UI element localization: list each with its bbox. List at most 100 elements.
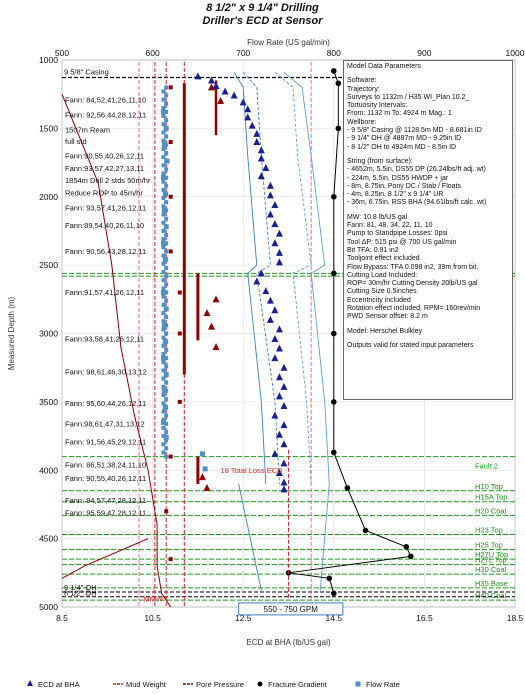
flow-rate-point (164, 118, 169, 123)
fracture-gradient-point (331, 193, 337, 200)
fann-annotation: Fann:93,57,42,27,13,11 (65, 164, 144, 173)
flow-rate-point (161, 138, 166, 143)
flow-rate-point (161, 278, 166, 283)
model-parameter-line: ROP= 30m/hr Cutting Density 20lb/US gal (347, 280, 478, 288)
chart-subtitle: Driller's ECD at Sensor (202, 15, 323, 27)
fann-annotation: Fann:91,57,41,26,12,11 (65, 288, 144, 297)
flow-rate-point (164, 159, 169, 164)
model-parameter-line: Surveys to 1132m / H35 WI_Plan 10.2_ (347, 93, 470, 101)
flow-rate-point (161, 384, 166, 389)
ecd-point (221, 87, 229, 95)
flow-rate-point (161, 212, 166, 217)
flow-rate-point (161, 130, 166, 135)
flow-rate-point (161, 302, 166, 307)
ecd-point (280, 478, 288, 486)
ecd-point (266, 296, 274, 304)
flow-rate-point (161, 163, 166, 168)
formation-top-label: H10 Top (475, 482, 503, 491)
flow-rate-point (199, 451, 205, 457)
flow-rate-point (161, 114, 166, 119)
legend-label: Flow Rate (366, 680, 400, 689)
legend-label: Mud Weight (126, 680, 167, 689)
ream-label: 1507m Ream (65, 125, 110, 134)
model-parameter-line: Model Data Parameters (347, 63, 421, 70)
x-top-tick-label: 600 (146, 48, 160, 58)
fracture-gradient-point (335, 80, 342, 87)
pore-pressure-point (177, 331, 182, 336)
model-parameter-line: Cutting Size 0.5inches (347, 288, 417, 296)
model-parameter-line: Flow Bypass: TFA 0.098 in2, 39m from bit… (347, 263, 479, 271)
flow-rate-point (164, 224, 169, 229)
formation-top-label: H15A Top (475, 493, 507, 502)
pore-pressure-triangle (207, 322, 215, 330)
model-parameter-line: Tortuosity Intervals: (347, 102, 408, 110)
x-bottom-tick-label: 16.5 (416, 613, 433, 623)
flow-rate-point (161, 352, 166, 357)
fann-annotation: Fann:89,54,40,26,11,10 (65, 221, 144, 230)
fracture-gradient-point (331, 270, 337, 277)
formation-top-label: H25 Top (475, 541, 503, 550)
ecd-point (266, 191, 274, 199)
model-parameter-line: Tooljoint effect included (347, 255, 420, 263)
oh-label: 8 1/2" OH (64, 588, 97, 597)
model-parameter-line: - 8m, 8.75in, Pony DC / Stab / Floats (347, 182, 461, 190)
flow-rate-point (164, 356, 169, 361)
ecd-point (271, 354, 279, 362)
flow-rate-point (164, 200, 169, 205)
y-tick-label: 1000 (39, 55, 58, 65)
flow-rate-point (164, 142, 169, 147)
flow-rate-point (164, 372, 169, 377)
total-loss-label: 18 Total Loss ECD (221, 466, 284, 475)
fann-annotation: Fann:90,55,40,26,12,11 (65, 151, 144, 160)
ecd-point (280, 363, 288, 371)
model-curve (233, 72, 267, 484)
y-tick-label: 3500 (39, 397, 58, 407)
flow-rate-point (164, 257, 169, 262)
fracture-gradient-point (335, 125, 342, 132)
ecd-point (253, 129, 261, 137)
pore-pressure-triangle (203, 308, 211, 316)
formation-top-label: H23 Top (475, 526, 503, 535)
flow-rate-point (161, 393, 166, 398)
flow-rate-point (161, 196, 166, 201)
flow-rate-point (164, 405, 169, 410)
x-bottom-axis-label: ECD at BHA (lb/US gal) (246, 638, 330, 647)
flow-rate-point (161, 171, 166, 176)
flow-rate-point (160, 109, 166, 115)
flow-rate-point (161, 434, 166, 439)
gpm-box (238, 602, 344, 616)
legend-label: ECD at BHA (38, 680, 80, 689)
model-parameter-line: - 9 5/8" Casing @ 1128.5m MD - 8.681in I… (347, 127, 482, 135)
fracture-gradient-point (331, 68, 337, 74)
x-bottom-tick-label: 12.5 (235, 613, 252, 623)
ecd-point (262, 287, 270, 295)
flow-rate-point (164, 208, 169, 213)
flow-rate-point (164, 454, 169, 459)
ecd-point (280, 401, 288, 409)
flow-rate-point (161, 89, 166, 94)
flow-rate-point (164, 167, 169, 172)
flow-rate-point (161, 310, 166, 315)
formation-top-label: H40 Coal (475, 591, 507, 600)
ecd-point (266, 181, 274, 189)
y-tick-label: 2000 (39, 192, 58, 202)
ream-label: full std (65, 137, 87, 146)
ecd-point (239, 98, 247, 106)
fracture-gradient-point (362, 527, 369, 534)
fracture-gradient-point (331, 590, 337, 597)
ecd-point (275, 373, 283, 381)
ecd-point (275, 229, 283, 237)
ecd-point (275, 468, 283, 476)
ecd-point (266, 210, 274, 218)
fann-annotation: Fann: 86,51,38,24,11,10 (65, 461, 146, 470)
ecd-point (271, 306, 279, 314)
flow-rate-point (161, 187, 166, 192)
legend-marker (27, 680, 33, 686)
model-curve (274, 71, 312, 484)
legend-label: Pore Pressure (196, 680, 244, 689)
x-top-tick-label: 700 (236, 48, 250, 58)
fann-annotation: Fann: 90,56,43,28,12,11 (65, 247, 146, 256)
flow-rate-point (164, 331, 169, 336)
flow-rate-point (161, 237, 166, 242)
formation-top-label: Fault 2 (475, 462, 498, 471)
